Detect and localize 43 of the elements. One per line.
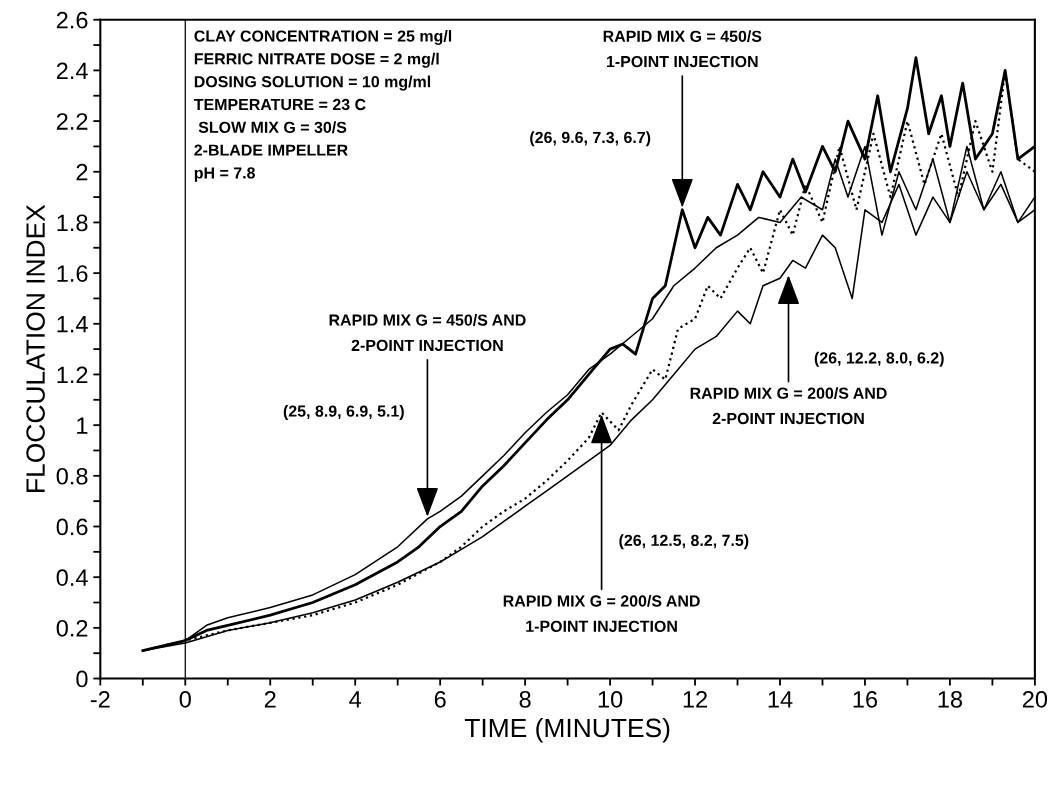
y-tick-label: 0.2 — [56, 619, 88, 637]
x-tick-label: 14 — [768, 691, 793, 708]
annotation: RAPID MIX G = 200/S AND 2-POINT INJECTION — [690, 387, 887, 425]
x-tick-label: 8 — [519, 690, 531, 708]
y-tick-label: 1.6 — [57, 265, 88, 282]
y-tick-label: 1.4 — [57, 316, 88, 333]
y-tick-label: 1.8 — [57, 214, 88, 232]
annotation: (26, 12.2, 8.0, 6.2) — [814, 351, 944, 367]
y-tick-label: 2.6 — [56, 11, 88, 29]
y-tick-label: 0.6 — [56, 518, 88, 536]
annotation: TEMPERATURE = 23 C — [193, 98, 366, 111]
annotation: RAPID MIX G = 200/S AND 1-POINT INJECTION — [503, 594, 700, 632]
annotation: SLOW MIX G = 30/S — [198, 121, 347, 134]
annotation: 2-BLADE IMPELLER — [194, 144, 348, 156]
annotation: (26, 12.5, 8.2, 7.5) — [619, 534, 749, 550]
x-tick-label: 2 — [264, 690, 276, 708]
x-tick-label: 12 — [683, 690, 707, 708]
x-axis-title: TIME (MINUTES) — [464, 717, 670, 743]
x-tick-label: 4 — [349, 691, 362, 708]
y-tick-label: 1.2 — [57, 366, 88, 384]
y-tick-label: 2.2 — [56, 113, 88, 130]
annotation: (25, 8.9, 6.9, 5.1) — [283, 405, 404, 420]
x-tick-label: 6 — [434, 690, 446, 708]
y-tick-label: 2 — [76, 163, 88, 181]
annotation: RAPID MIX G = 450/S AND 2-POINT INJECTION — [329, 314, 526, 352]
annotation: DOSING SOLUTION = 10 mg/ml — [194, 75, 431, 91]
annotation: pH = 7.8 — [194, 167, 255, 182]
annotation: FERRIC NITRATE DOSE = 2 mg/l — [194, 52, 439, 68]
y-axis-title: FLOCCULATION INDEX — [26, 204, 45, 492]
x-tick-label: -2 — [90, 690, 110, 708]
y-tick-label: 0 — [76, 670, 88, 688]
x-tick-label: 16 — [853, 690, 878, 708]
y-tick-label: 2.4 — [56, 62, 88, 79]
y-tick-label: 0.4 — [56, 569, 88, 586]
x-tick-label: 0 — [179, 690, 191, 708]
annotation: CLAY CONCENTRATION = 25 mg/l — [194, 29, 452, 45]
x-tick-label: 18 — [938, 690, 963, 708]
x-tick-label: 10 — [598, 690, 623, 708]
annotation: (26, 9.6, 7.3, 6.7) — [530, 131, 651, 147]
x-tick-label: 20 — [1022, 690, 1048, 708]
y-tick-label: 0.8 — [56, 467, 88, 485]
y-tick-label: 1 — [77, 417, 88, 434]
annotation: RAPID MIX G = 450/S 1-POINT INJECTION — [603, 30, 762, 68]
